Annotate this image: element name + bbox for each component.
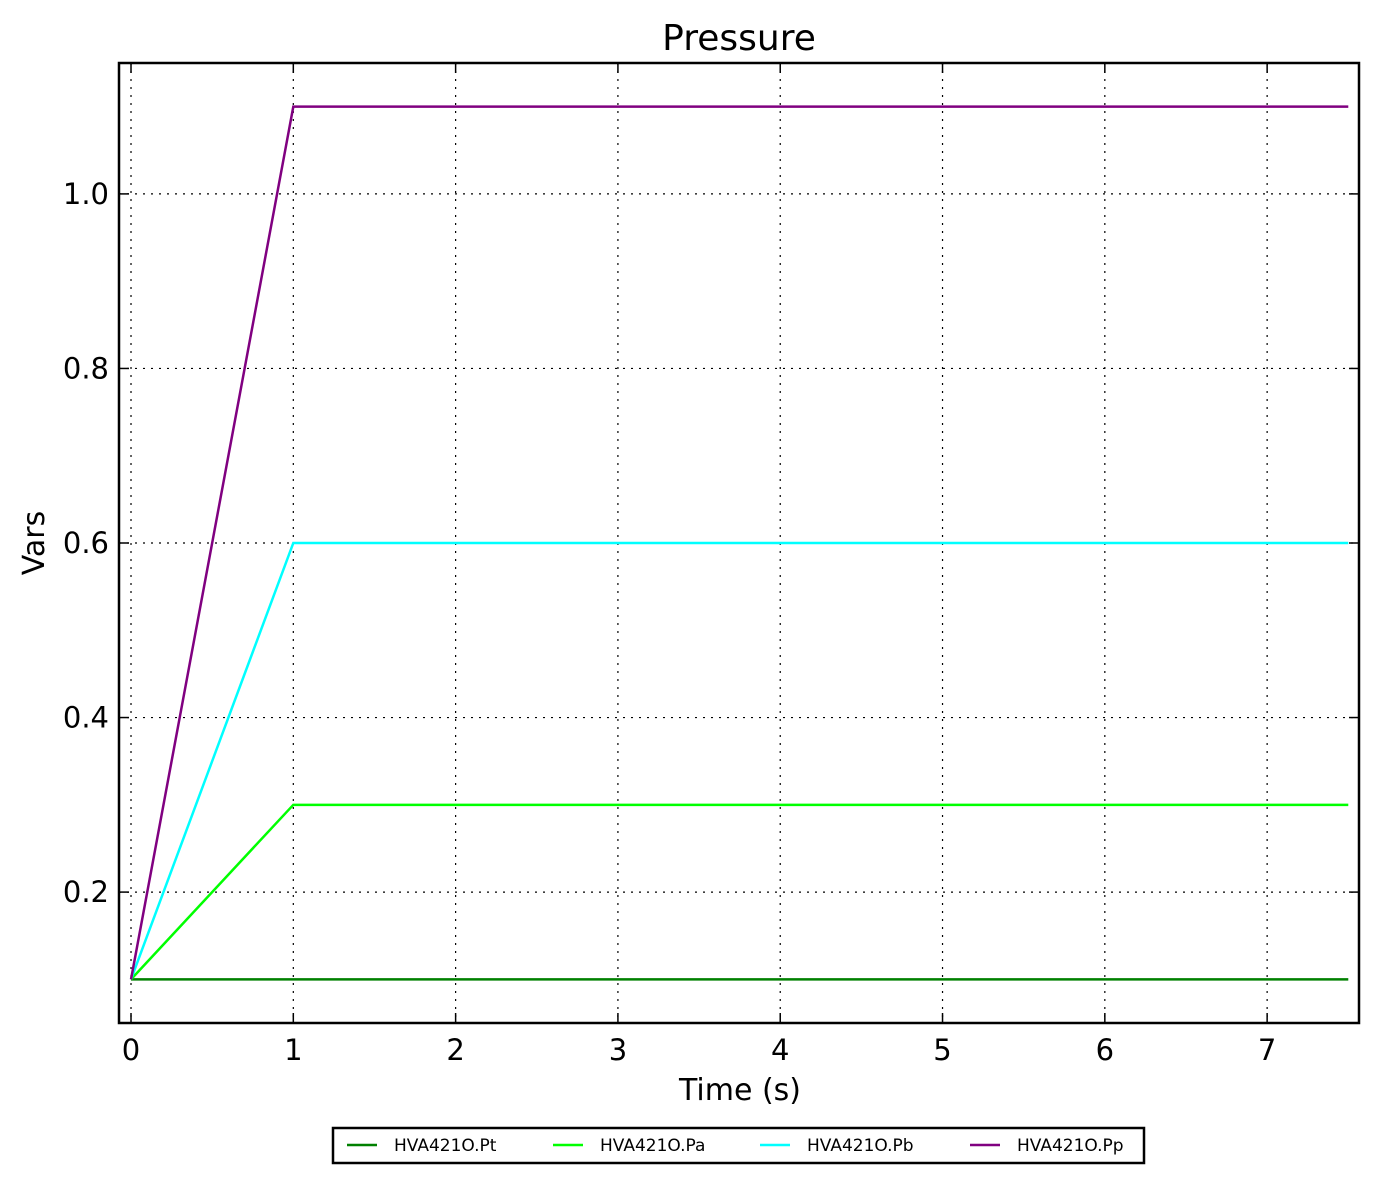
legend-label: HVA421O.Pp [1017, 1136, 1124, 1156]
x-tick-label: 1 [284, 1033, 302, 1067]
legend: HVA421O.Pt HVA421O.Pa HVA421O.Pb HVA421O.Pp [331, 1126, 1146, 1165]
x-tick-label: 2 [446, 1033, 464, 1067]
x-tick-label: 5 [933, 1033, 951, 1067]
legend-label: HVA421O.Pt [394, 1136, 497, 1156]
y-tick-label: 0.4 [63, 701, 109, 735]
x-tick-label: 6 [1096, 1033, 1114, 1067]
legend-box [331, 1126, 1146, 1165]
y-tick-label: 0.2 [63, 875, 109, 909]
series-line-hva421o-pa [130, 803, 1349, 981]
chart-title: Pressure [662, 18, 816, 59]
x-tick-label: 3 [609, 1033, 627, 1067]
y-tick-label: 1.0 [63, 177, 109, 211]
x-tick-label: 4 [771, 1033, 789, 1067]
legend-label: HVA421O.Pb [807, 1136, 914, 1156]
axis-ticks: 0 1 2 3 4 5 6 7 0.2 0.4 0.6 0.8 1.0 [63, 63, 1359, 1067]
x-axis-label: Time (s) [678, 1073, 801, 1108]
series-lines [129, 105, 1349, 981]
legend-label: HVA421O.Pa [600, 1136, 705, 1156]
series-line-hva421o-pb [129, 541, 1349, 980]
x-tick-label: 0 [122, 1033, 140, 1067]
y-axis-label: Vars [17, 511, 52, 576]
x-tick-label: 7 [1258, 1033, 1276, 1067]
series-line-hva421o-pp [129, 105, 1349, 980]
y-tick-label: 0.8 [63, 351, 109, 385]
y-tick-label: 0.6 [63, 526, 109, 560]
